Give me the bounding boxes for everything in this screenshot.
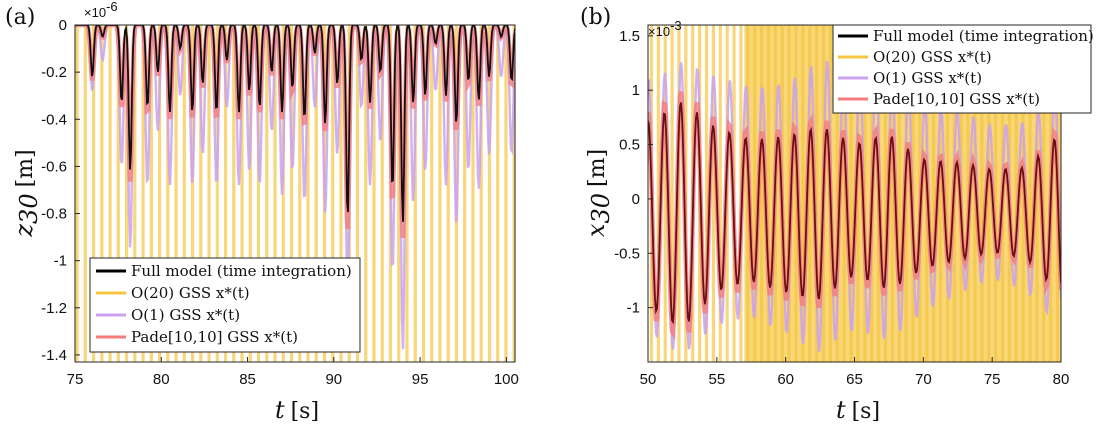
panel-a-ytick-label: -0.8 (41, 206, 67, 223)
svg-text:x30[m]: x30[m] (582, 149, 615, 237)
panel-b-ytick-label: 0 (632, 191, 640, 208)
panel-a-ytick-label: -1.4 (41, 347, 67, 364)
panel-b-ytick-label: 1.5 (619, 28, 640, 45)
legend-b-label-o20: O(20) GSS x*(t) (873, 48, 992, 66)
legend-a-label-o20: O(20) GSS x*(t) (131, 284, 250, 302)
legend-b-label-o1: O(1) GSS x*(t) (873, 69, 982, 87)
panel-a-xtick-label: 75 (67, 371, 84, 388)
panel-b-xtick-label: 65 (846, 371, 863, 388)
legend-b-label-full-model: Full model (time integration) (873, 27, 1094, 45)
panel-a-xtick-label: 90 (325, 371, 342, 388)
panel-a-ylabel: z30[m] (10, 149, 43, 237)
panel-b-xtick-label: 75 (984, 371, 1001, 388)
panel-b-series-full-model (648, 102, 1061, 325)
panel-a-ytick-label: -0.6 (41, 158, 67, 175)
panel-b-ylabel: x30[m] (582, 149, 615, 237)
panel-a: (a) 75 80 85 90 95 100 0 -0.2 -0.4 -0.6 -0.8 -1 -1.2… (5, 0, 519, 424)
panel-a-xtick-label: 85 (239, 371, 256, 388)
panel-a-exponent: ×10-6 (84, 0, 118, 20)
panel-a-ticks: 75 80 85 90 95 100 0 -0.2 -0.4 -0.6 -0.8 -1 -1.2 -1.4 (41, 17, 519, 388)
panel-a-legend: Full model (time integration) O(20) GSS … (89, 257, 361, 353)
legend-a-label-pade: Pade[10,10] GSS x*(t) (131, 328, 298, 346)
panel-a-label: (a) (5, 5, 35, 30)
panel-a-axes-box (74, 24, 516, 363)
panel-a-ytick-label: -0.2 (41, 64, 67, 81)
panel-b-ytick-label: 0.5 (619, 137, 640, 154)
legend-b-label-pade: Pade[10,10] GSS x*(t) (873, 90, 1040, 108)
panel-a-xlabel: t [s] (275, 396, 319, 424)
panel-a-ytick-label: 0 (59, 17, 67, 34)
panel-b-label: (b) (580, 5, 611, 30)
panel-b-legend: Full model (time integration) O(20) GSS … (832, 24, 1094, 114)
panel-b-exponent: ×10-3 (648, 18, 682, 39)
panel-a-xtick-label: 80 (153, 371, 170, 388)
panel-a-xtick-label: 95 (412, 371, 429, 388)
panel-b-ytick-label: -1 (627, 300, 640, 317)
panel-b-ytick-label: 1 (632, 82, 640, 99)
panel-a-ytick-label: -1 (54, 253, 67, 270)
panel-b-xlabel: t [s] (836, 396, 880, 424)
panel-b-xtick-label: 70 (915, 371, 932, 388)
panel-b-legend-box (832, 24, 1092, 114)
panel-a-series-full-model (75, 25, 515, 222)
svg-text:z30[m]: z30[m] (10, 149, 43, 237)
panel-a-xtick-label: 100 (494, 371, 519, 388)
legend-a-label-full-model: Full model (time integration) (131, 262, 352, 280)
panel-b-xtick-label: 80 (1053, 371, 1070, 388)
panel-b-xtick-label: 60 (777, 371, 794, 388)
panel-b-xtick-label: 55 (708, 371, 725, 388)
panel-a-ytick-label: -0.4 (41, 111, 67, 128)
panel-b-ytick-label: -0.5 (614, 245, 640, 262)
panel-b-ticks: 50 55 60 65 70 75 80 1.5 1 0.5 0 -0.5 -1 (614, 28, 1069, 388)
panel-b: (b) 50 55 60 65 70 75 80 1.5 1 0.5 0 -0.5 -1 ×10-3 t… (580, 5, 1094, 424)
panel-a-ytick-label: -1.2 (41, 300, 67, 317)
panel-a-legend-box (89, 257, 361, 353)
panel-b-xtick-label: 50 (640, 371, 657, 388)
legend-a-label-o1: O(1) GSS x*(t) (131, 306, 240, 324)
